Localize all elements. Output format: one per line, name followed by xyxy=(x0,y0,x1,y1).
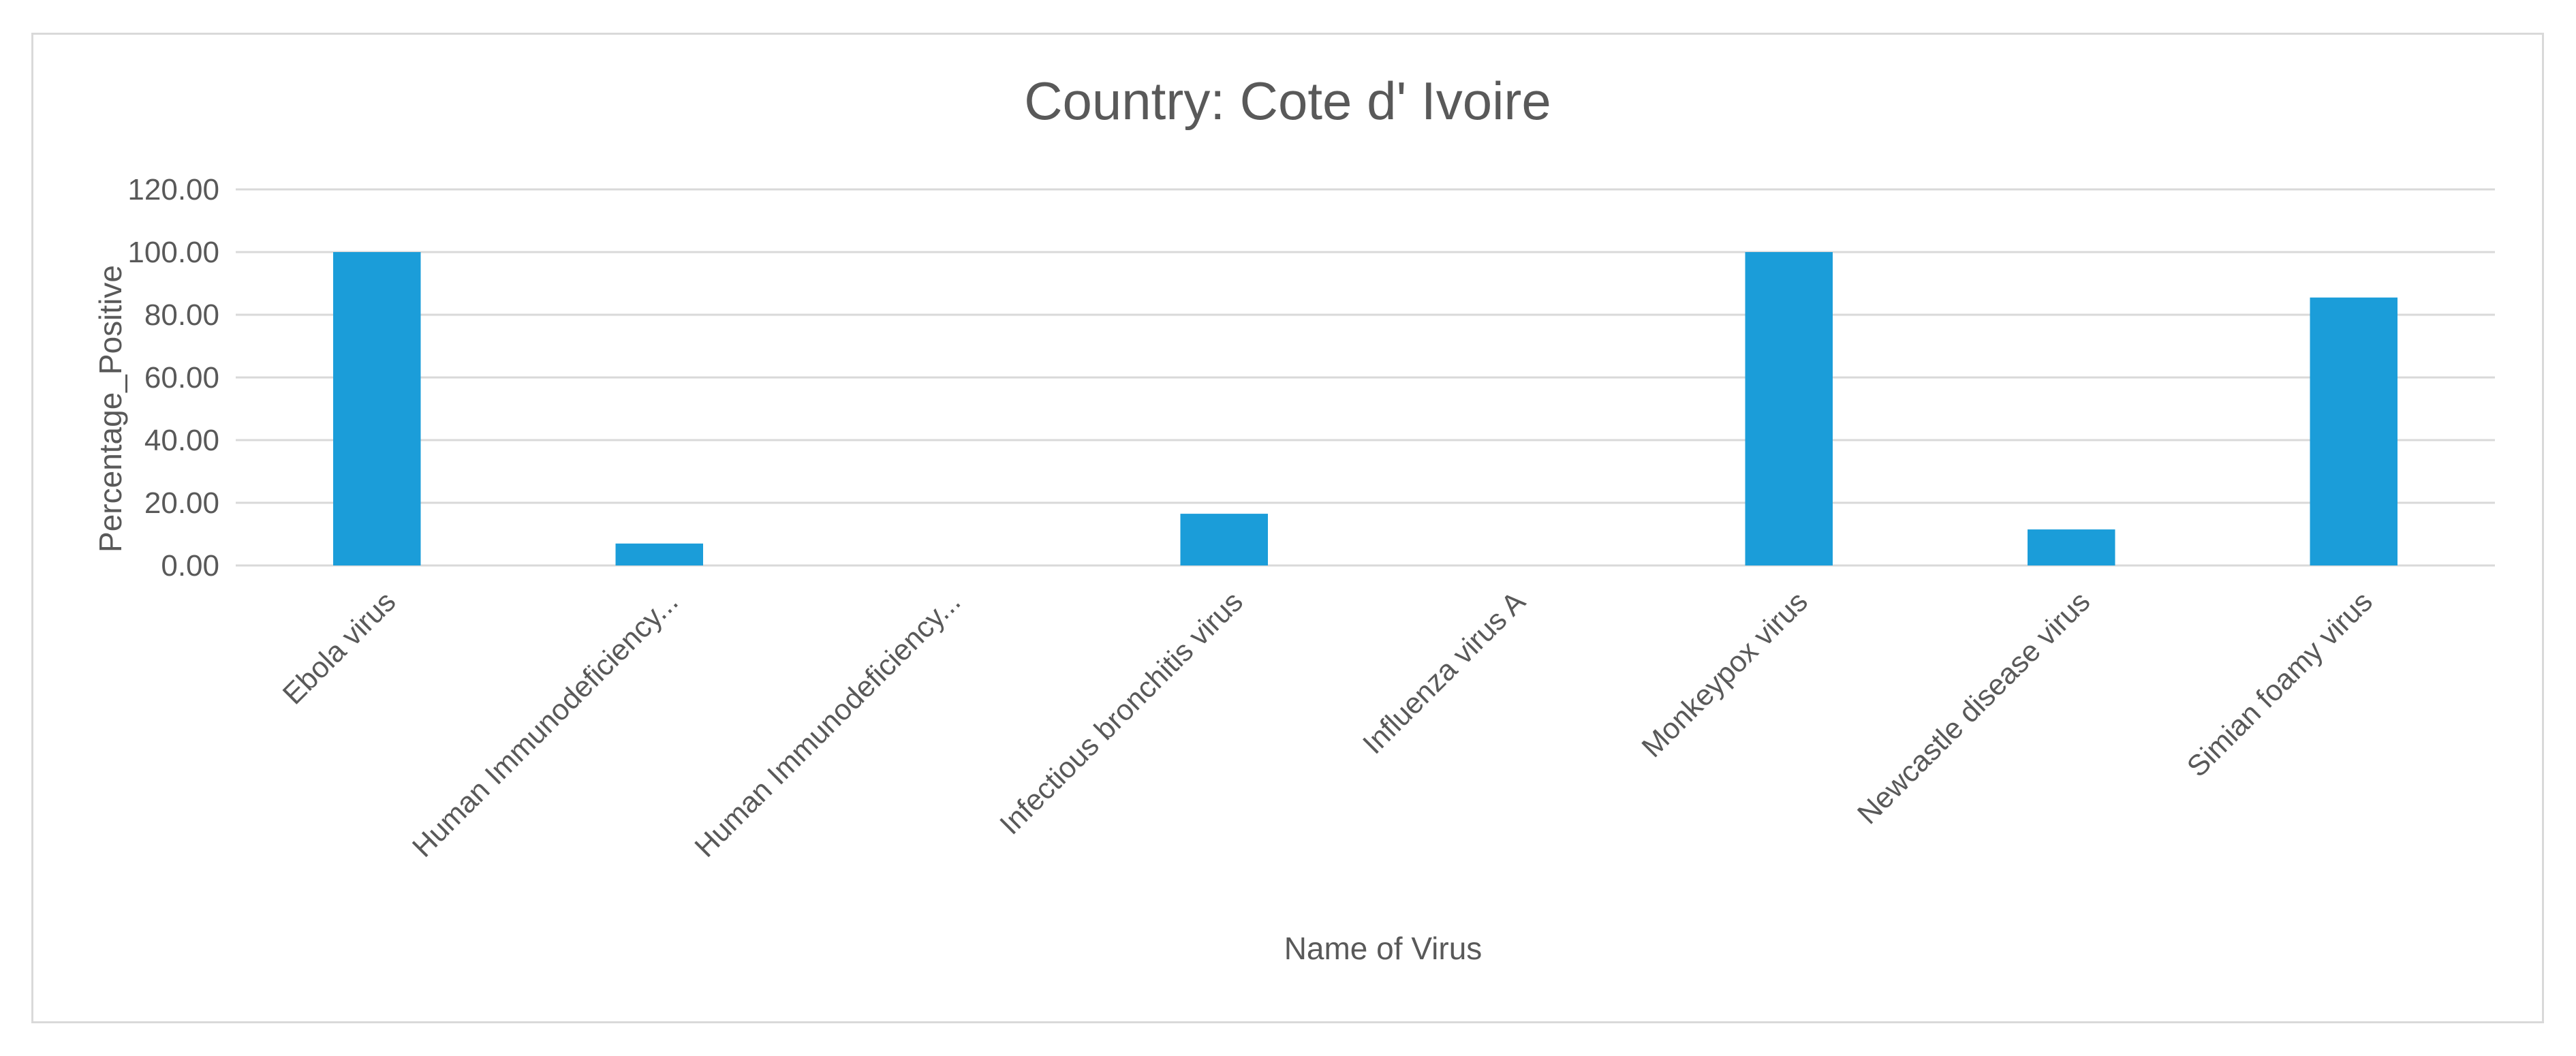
x-tick-label: Infectious bronchitis virus xyxy=(994,585,1250,841)
y-tick-label: 40.00 xyxy=(144,424,219,457)
x-tick-label: Newcastle disease virus xyxy=(1851,585,2096,830)
x-tick-label: Influenza virus A xyxy=(1356,585,1532,760)
y-tick-label: 80.00 xyxy=(144,298,219,332)
y-tick-label: 100.00 xyxy=(127,236,219,269)
y-tick-label: 20.00 xyxy=(144,486,219,520)
y-tick-label: 60.00 xyxy=(144,361,219,394)
y-tick-label: 0.00 xyxy=(161,549,219,583)
x-tick-label: Human Immunodeficiency... xyxy=(689,585,967,864)
chart-frame xyxy=(31,33,2544,1023)
x-tick-label: Human Immunodeficiency... xyxy=(406,585,685,864)
bar xyxy=(615,543,703,565)
bar xyxy=(2028,529,2115,565)
y-axis-title: Percentage_Positive xyxy=(93,265,128,553)
x-tick-label: Monkeypox virus xyxy=(1636,585,1814,764)
x-axis-title: Name of Virus xyxy=(1284,931,1483,966)
chart-title: Country: Cote d' Ivoire xyxy=(1024,71,1551,131)
gridlines xyxy=(236,188,2495,567)
x-tick-label: Simian foamy virus xyxy=(2181,585,2379,783)
bars xyxy=(333,252,2397,565)
bar xyxy=(1745,252,1833,565)
x-tick-labels: Ebola virus Human Immunodeficiency... Huma… xyxy=(277,585,2379,864)
bar xyxy=(333,252,421,565)
bar xyxy=(1180,514,1268,565)
x-tick-label: Ebola virus xyxy=(277,585,402,711)
bar xyxy=(2310,297,2397,565)
y-tick-labels: 0.00 20.00 40.00 60.00 80.00 100.00 120.00 xyxy=(127,173,219,583)
y-tick-label: 120.00 xyxy=(127,173,219,206)
